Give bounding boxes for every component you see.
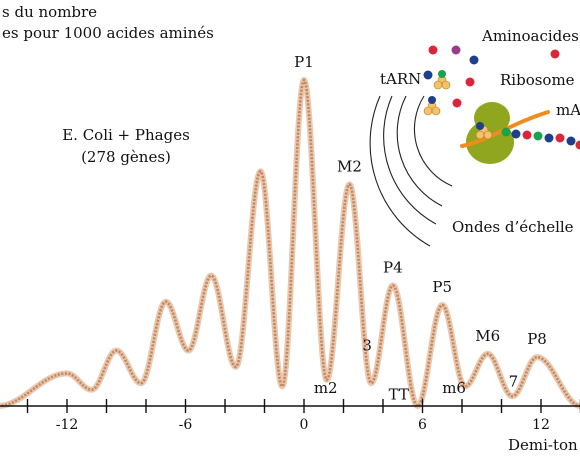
annotation-label: P1 <box>294 53 314 71</box>
trna-clover <box>433 70 451 90</box>
bead <box>544 133 554 143</box>
x-axis-ticks <box>26 399 580 413</box>
free-aminoacids <box>423 45 560 108</box>
aminoacid-dot <box>428 45 438 55</box>
ribosome-inset: Aminoacides tARN Ribosome mA Ondes d’éch… <box>369 27 580 247</box>
bead <box>511 129 521 139</box>
trna-clover <box>475 122 493 140</box>
annotation-label: P4 <box>383 258 403 276</box>
scale-wave-arc-4 <box>369 95 431 247</box>
header-line-1: s du nombre <box>2 3 97 21</box>
aminoacid-dot <box>469 55 479 65</box>
series-curve <box>0 78 580 408</box>
annotation-label: TT <box>389 385 409 403</box>
header-line-2: es pour 1000 acides aminés <box>2 24 214 42</box>
chart-subtitle-line-1: E. Coli + Phages <box>62 126 190 144</box>
bead <box>501 127 511 137</box>
annotation-label: m2 <box>314 379 338 397</box>
peak-annotations: P1 M2 P4 P5 M6 P8 3 7 m2 TT m6 <box>294 53 547 404</box>
annotation-label: P5 <box>432 278 452 296</box>
aminoacid-dot <box>452 98 462 108</box>
marn-strand <box>460 110 550 148</box>
annotation-label: M6 <box>475 327 500 345</box>
bead <box>575 140 580 150</box>
bead <box>555 133 565 143</box>
series-curve-group <box>0 77 580 409</box>
label-marn: mA <box>556 101 580 119</box>
scale-wave-arc-3 <box>383 95 437 225</box>
bead <box>533 131 543 141</box>
chart-subtitle-line-2: (278 gènes) <box>81 148 171 166</box>
label-tarn: tARN <box>380 70 421 88</box>
label-aminoacides: Aminoacides <box>481 27 579 45</box>
x-tick-label: -6 <box>179 417 193 433</box>
x-tick-label: 0 <box>300 417 309 433</box>
scale-wave-arc-1 <box>413 95 453 187</box>
x-axis-label: Demi-ton <box>508 436 578 454</box>
x-tick-label: -12 <box>56 417 79 433</box>
x-tick-label: 6 <box>418 417 427 433</box>
aminoacid-dot <box>451 45 461 55</box>
trna-clovers <box>423 70 493 140</box>
x-tick-label: 12 <box>532 417 550 433</box>
scale-wave-arcs <box>369 95 453 247</box>
scale-wave-arc-2 <box>396 95 443 207</box>
bead <box>566 136 576 146</box>
aminoacid-dot <box>465 77 475 87</box>
x-axis-tick-labels: -12 -6 0 6 12 <box>56 417 550 433</box>
annotation-label: 3 <box>362 337 372 355</box>
annotation-label: m6 <box>442 379 466 397</box>
annotation-label: M2 <box>337 157 362 175</box>
label-ondes: Ondes d’échelle <box>452 218 574 236</box>
label-ribosome: Ribosome <box>500 71 575 89</box>
bead <box>522 130 532 140</box>
annotation-label: P8 <box>527 330 547 348</box>
marn-beads <box>501 127 580 150</box>
annotation-label: 7 <box>509 372 519 390</box>
aminoacid-dot <box>550 49 560 59</box>
trna-clover <box>423 96 441 116</box>
aminoacid-dot <box>423 70 433 80</box>
